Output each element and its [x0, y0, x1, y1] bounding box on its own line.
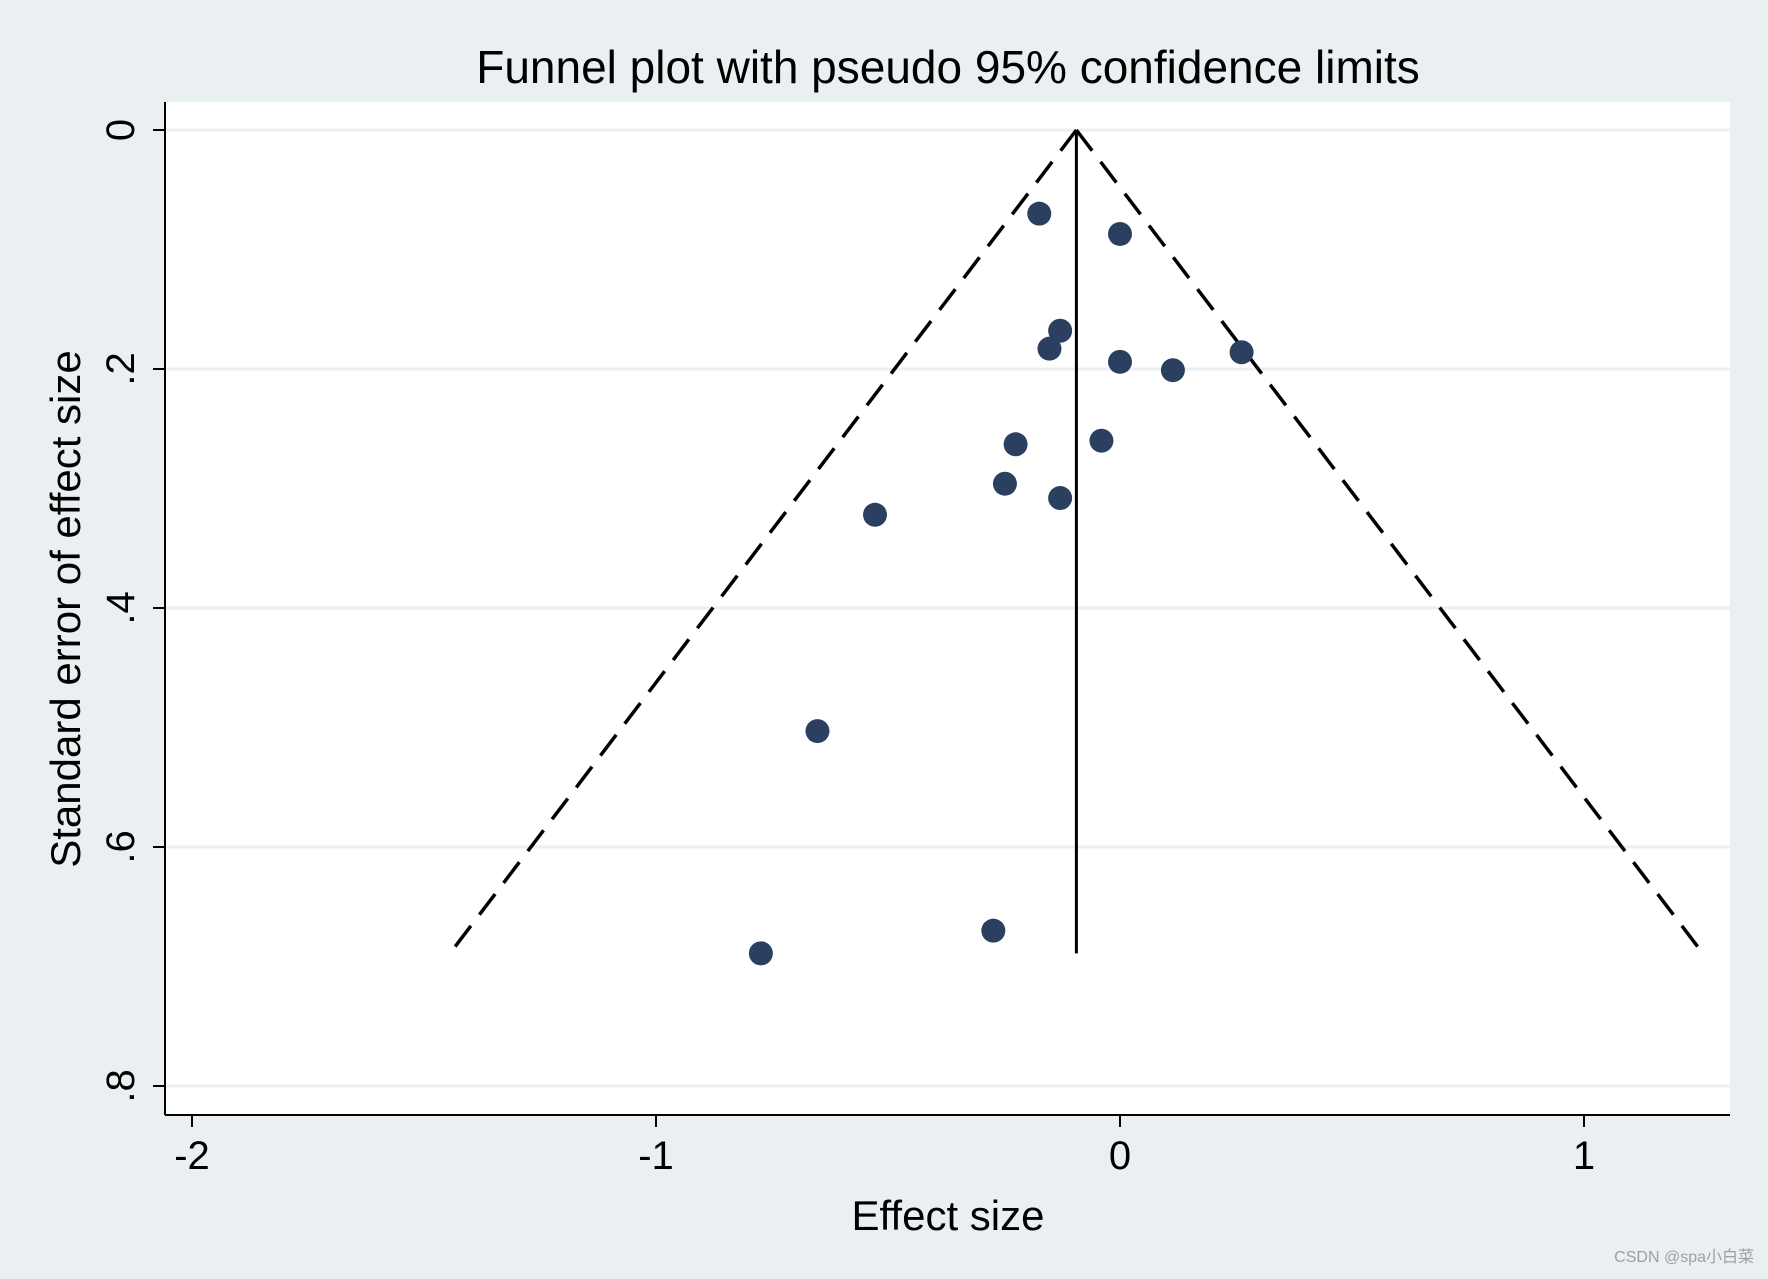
lower-confidence-limit-line — [448, 128, 1078, 955]
y-tick-label: .6 — [99, 830, 143, 863]
data-point — [863, 502, 888, 527]
gridlines — [165, 128, 1730, 1088]
x-tick-label: -1 — [638, 1134, 674, 1178]
data-point — [1027, 201, 1052, 226]
y-tick-label: .2 — [99, 352, 143, 385]
y-tick-label: .8 — [99, 1069, 143, 1102]
y-tick-label: 0 — [99, 119, 143, 141]
data-point — [1048, 486, 1073, 511]
y-tick-label: .4 — [99, 591, 143, 624]
data-points — [748, 201, 1254, 966]
y-ticks: 0 .2 .4 .6 .8 — [99, 119, 165, 1103]
y-axis-label: Standard error of effect size — [42, 350, 89, 868]
data-point — [805, 719, 830, 744]
data-point — [1160, 358, 1185, 383]
data-point — [1089, 428, 1114, 453]
upper-confidence-limit-line — [1074, 128, 1705, 955]
x-axis-label: Effect size — [852, 1192, 1045, 1239]
data-point — [1108, 349, 1132, 374]
watermark: CSDN @spa小白菜 — [1614, 1249, 1754, 1266]
data-point — [1048, 318, 1073, 343]
x-tick-label: 1 — [1573, 1134, 1595, 1178]
data-point — [981, 918, 1006, 943]
data-point — [992, 471, 1017, 496]
data-point — [1108, 221, 1132, 246]
data-point — [1037, 336, 1062, 361]
data-point — [1003, 432, 1028, 457]
x-tick-label: 0 — [1109, 1134, 1131, 1178]
x-ticks: -2 -1 0 1 — [174, 1115, 1595, 1178]
data-point — [748, 941, 773, 966]
confidence-limits — [448, 128, 1705, 955]
chart-title: Funnel plot with pseudo 95% confidence l… — [476, 41, 1420, 93]
data-point — [1229, 340, 1254, 365]
x-tick-label: -2 — [174, 1134, 210, 1178]
